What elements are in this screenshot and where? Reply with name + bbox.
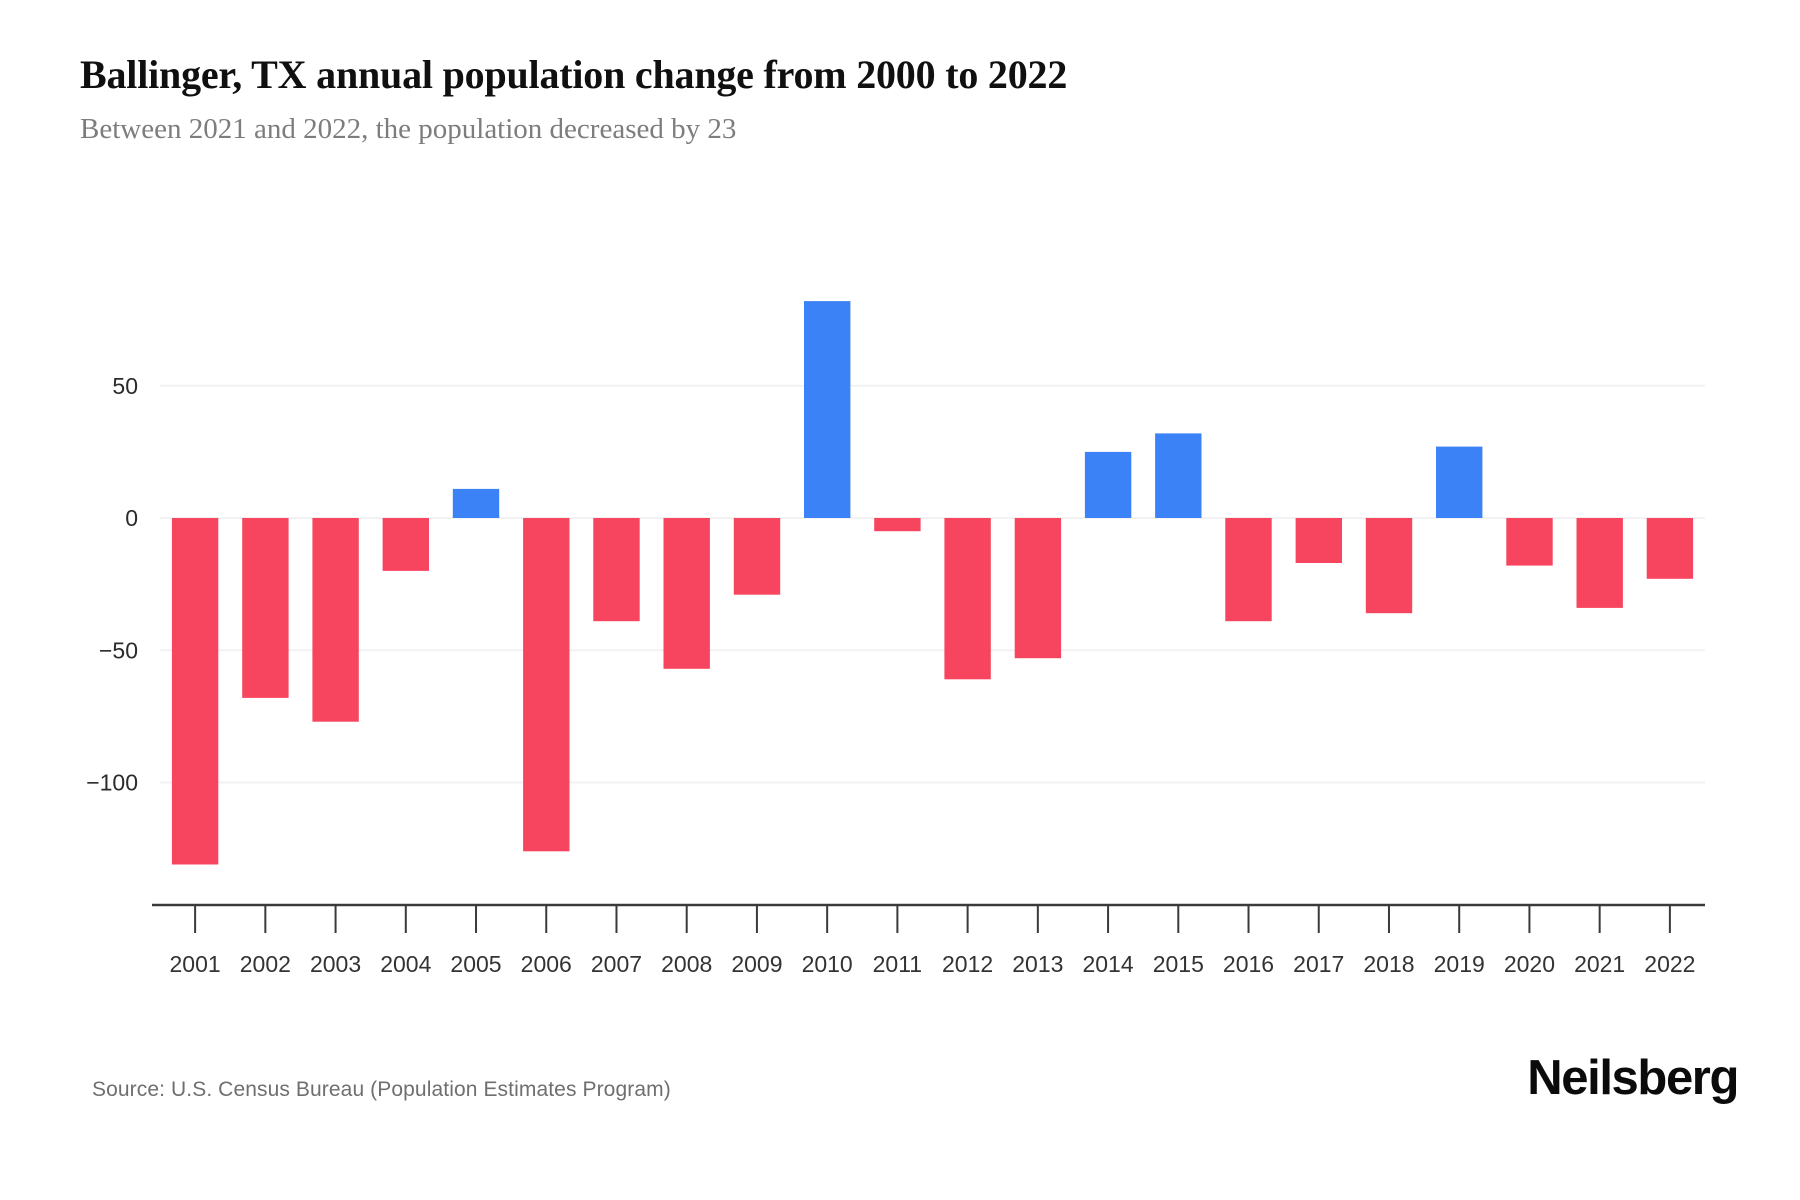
bar-2003[interactable]	[312, 518, 359, 722]
y-axis-tick-label: −100	[86, 770, 138, 796]
x-axis-tick-label: 2004	[380, 951, 431, 977]
bar-2004[interactable]	[382, 518, 429, 571]
bar-2019[interactable]	[1436, 446, 1483, 518]
x-axis-tick-label: 2002	[240, 951, 291, 977]
bar-2013[interactable]	[1014, 518, 1062, 659]
bars-group	[171, 301, 1694, 865]
x-axis-tick-label: 2007	[591, 951, 642, 977]
bar-2005[interactable]	[452, 488, 500, 518]
bar-2017[interactable]	[1295, 518, 1342, 563]
x-axis-tick-label: 2011	[873, 951, 922, 977]
page-title: Ballinger, TX annual population change f…	[80, 52, 1068, 97]
bar-2006[interactable]	[523, 518, 570, 852]
x-axis-tick-label: 2018	[1363, 951, 1414, 977]
x-axis-tick-label: 2014	[1082, 951, 1133, 977]
chart-header: Ballinger, TX annual population change f…	[80, 52, 1680, 147]
x-axis-tick-label: 2006	[521, 951, 572, 977]
bar-2012[interactable]	[944, 518, 991, 680]
bar-2001[interactable]	[171, 518, 219, 865]
x-axis-tick-label: 2010	[802, 951, 853, 977]
x-axis-tick-label: 2012	[942, 951, 993, 977]
x-axis-tick-label: 2020	[1504, 951, 1555, 977]
chart-subtitle: Between 2021 and 2022, the population de…	[80, 113, 737, 145]
x-axis-tick-label: 2001	[170, 951, 221, 977]
bar-2022[interactable]	[1646, 518, 1694, 579]
bar-2014[interactable]	[1084, 451, 1132, 518]
brand-logo: Neilsberg	[1527, 1051, 1739, 1105]
x-axis-tick-label: 2005	[450, 951, 501, 977]
bar-2016[interactable]	[1225, 518, 1272, 622]
gridlines-group	[160, 384, 1705, 784]
y-axis-tick-label: 50	[112, 373, 138, 399]
x-axis-tick-label: 2019	[1434, 951, 1485, 977]
x-axis-tick-label: 2009	[731, 951, 782, 977]
y-axis-tick-label: −50	[99, 637, 138, 663]
bar-2021[interactable]	[1576, 518, 1623, 608]
x-axis-tick-label: 2013	[1012, 951, 1063, 977]
bar-2009[interactable]	[733, 518, 781, 595]
bar-2020[interactable]	[1506, 518, 1553, 566]
x-axis-tick-label: 2016	[1223, 951, 1274, 977]
x-axis-tick-label: 2008	[661, 951, 712, 977]
bar-2015[interactable]	[1155, 433, 1202, 518]
bar-2011[interactable]	[874, 518, 921, 532]
x-axis-group: 2001 2002 2003 2004 2005 2006 2007 2008 2009 2010…	[152, 903, 1705, 977]
x-axis-tick-label: 2015	[1153, 951, 1204, 977]
x-axis-tick-label: 2021	[1574, 951, 1625, 977]
x-axis-tick-label: 2003	[310, 951, 361, 977]
x-axis-tick-label: 2022	[1644, 951, 1695, 977]
x-axis-tick-label: 2017	[1293, 951, 1344, 977]
y-axis-tick-label: 0	[125, 505, 138, 531]
bar-2010[interactable]	[804, 301, 851, 518]
bar-2018[interactable]	[1365, 518, 1413, 614]
bar-2008[interactable]	[663, 518, 710, 669]
bar-2002[interactable]	[242, 518, 289, 698]
y-axis-group: 50 0 −50 −100	[86, 373, 138, 796]
bar-2007[interactable]	[593, 518, 640, 622]
source-note: Source: U.S. Census Bureau (Population E…	[92, 1078, 671, 1101]
